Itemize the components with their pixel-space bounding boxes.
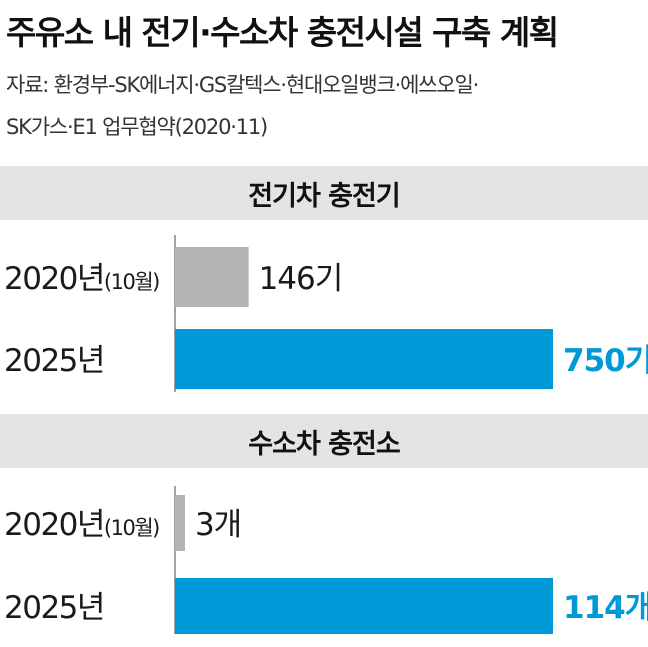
- ev-bar: [175, 247, 249, 307]
- hydrogen-bar: [175, 578, 553, 634]
- ev-category-label: 2025년: [4, 343, 104, 379]
- source-line-2: SK가스·E1 업무협약(2020·11): [6, 115, 268, 139]
- ev-charger-chart: 2020년(10월) 146기 2025년 750기: [4, 235, 648, 392]
- ev-category-label: 2020년(10월): [4, 261, 159, 297]
- source-line-1: 자료: 환경부-SK에너지·GS칼텍스·현대오일뱅크·에쓰오일·: [6, 73, 479, 97]
- section-header-hydrogen: 수소차 충전소: [0, 414, 648, 468]
- source-note: 자료: 환경부-SK에너지·GS칼텍스·현대오일뱅크·에쓰오일· SK가스·E1…: [6, 64, 646, 148]
- page-title: 주유소 내 전기·수소차 충전시설 구축 계획: [6, 13, 559, 52]
- hydrogen-value-label: 114개: [563, 590, 648, 626]
- ev-value-label: 146기: [259, 261, 343, 297]
- hydrogen-value-label: 3개: [195, 507, 241, 543]
- hydrogen-bar: [175, 495, 185, 551]
- section-header-ev: 전기차 충전기: [0, 166, 648, 220]
- hydrogen-category-label: 2020년(10월): [4, 507, 159, 543]
- hydrogen-category-label: 2025년: [4, 590, 104, 626]
- ev-bar: [175, 329, 553, 389]
- hydrogen-station-chart: 2020년(10월) 3개 2025년 114개: [4, 486, 648, 634]
- ev-value-label: 750기: [563, 343, 648, 379]
